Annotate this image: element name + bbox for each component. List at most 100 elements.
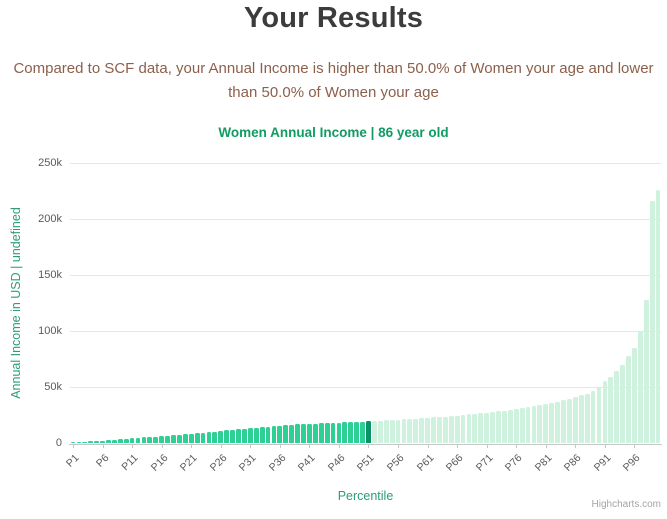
bar-P22[interactable]	[194, 433, 200, 443]
bar-P35[interactable]	[271, 426, 277, 443]
bar-P6[interactable]	[100, 440, 105, 443]
bar-P1[interactable]	[70, 442, 76, 443]
bar-P94[interactable]	[620, 364, 626, 443]
bar-P86[interactable]	[572, 397, 578, 443]
bar-P79[interactable]	[531, 406, 537, 443]
bar-P53[interactable]	[377, 420, 383, 443]
bar-P70[interactable]	[478, 413, 484, 443]
bar-P72[interactable]	[490, 412, 495, 443]
bar-P21[interactable]	[188, 433, 194, 443]
bar-P40[interactable]	[301, 424, 306, 443]
bar-P66[interactable]	[454, 415, 460, 443]
bar-P69[interactable]	[472, 413, 478, 443]
bar-P64[interactable]	[442, 416, 448, 443]
bar-P30[interactable]	[241, 428, 247, 443]
bar-P46[interactable]	[336, 422, 342, 443]
bar-P93[interactable]	[614, 371, 620, 443]
bar-P77[interactable]	[519, 408, 525, 443]
bar-P48[interactable]	[348, 422, 354, 443]
bar-P41[interactable]	[307, 423, 312, 443]
bar-P12[interactable]	[135, 437, 141, 443]
bar-P32[interactable]	[253, 427, 259, 443]
bar-P31[interactable]	[247, 428, 253, 443]
bar-P57[interactable]	[401, 419, 407, 443]
bar-P99[interactable]	[649, 201, 655, 443]
bar-P54[interactable]	[383, 420, 389, 443]
bar-P71[interactable]	[484, 412, 490, 443]
bar-P47[interactable]	[342, 422, 348, 443]
bar-P33[interactable]	[259, 427, 265, 443]
bar-P81[interactable]	[543, 404, 549, 443]
bar-P83[interactable]	[555, 401, 561, 443]
bar-P51[interactable]	[366, 421, 371, 443]
bar-P87[interactable]	[578, 395, 584, 443]
bar-P74[interactable]	[502, 410, 507, 443]
bar-P26[interactable]	[218, 431, 224, 443]
bar-P61[interactable]	[425, 417, 430, 443]
bar-P4[interactable]	[88, 441, 94, 443]
bar-P92[interactable]	[608, 376, 614, 443]
bar-P2[interactable]	[76, 442, 82, 443]
bar-P17[interactable]	[165, 435, 170, 443]
bar-P49[interactable]	[354, 421, 360, 443]
bar-P15[interactable]	[153, 436, 159, 443]
bar-P88[interactable]	[584, 393, 590, 443]
bar-P76[interactable]	[513, 409, 519, 443]
bar-P100[interactable]	[655, 189, 661, 443]
bar-P63[interactable]	[437, 417, 442, 443]
bar-P10[interactable]	[123, 438, 129, 443]
bar-P8[interactable]	[111, 439, 117, 443]
bar-P89[interactable]	[590, 391, 596, 443]
bar-P90[interactable]	[596, 387, 602, 443]
highcharts-credit[interactable]: Highcharts.com	[591, 499, 661, 510]
bar-P25[interactable]	[212, 431, 218, 443]
bar-P80[interactable]	[537, 405, 543, 443]
bar-P95[interactable]	[626, 355, 631, 443]
bar-P85[interactable]	[567, 398, 572, 443]
bar-P37[interactable]	[283, 425, 289, 443]
bar-P84[interactable]	[561, 400, 566, 443]
bar-P75[interactable]	[507, 409, 513, 443]
bar-P36[interactable]	[277, 425, 283, 443]
bar-P34[interactable]	[265, 426, 271, 443]
bar-P98[interactable]	[643, 299, 649, 443]
bar-P82[interactable]	[549, 403, 555, 443]
bar-P62[interactable]	[431, 417, 436, 443]
bar-P5[interactable]	[94, 440, 100, 443]
bar-P91[interactable]	[602, 381, 608, 443]
bar-P20[interactable]	[182, 434, 188, 443]
bar-P9[interactable]	[117, 439, 123, 443]
bar-P29[interactable]	[236, 429, 241, 443]
bar-P68[interactable]	[466, 414, 472, 443]
bar-P16[interactable]	[159, 436, 165, 443]
bar-P11[interactable]	[129, 438, 135, 443]
bar-P42[interactable]	[312, 423, 318, 443]
bar-P97[interactable]	[637, 331, 643, 443]
bar-P52[interactable]	[372, 421, 377, 443]
bar-P65[interactable]	[448, 416, 454, 443]
bar-P3[interactable]	[82, 441, 88, 443]
bar-P55[interactable]	[389, 420, 395, 443]
bar-P60[interactable]	[419, 418, 425, 443]
bar-P59[interactable]	[413, 418, 419, 443]
bar-P67[interactable]	[460, 415, 466, 443]
bar-P14[interactable]	[147, 436, 153, 443]
bar-P58[interactable]	[407, 419, 413, 443]
bar-P18[interactable]	[171, 435, 176, 443]
bar-P27[interactable]	[224, 430, 230, 443]
bar-P7[interactable]	[106, 440, 111, 443]
bar-P96[interactable]	[632, 347, 637, 443]
bar-P24[interactable]	[206, 432, 212, 443]
bar-P44[interactable]	[324, 423, 330, 443]
bar-P50[interactable]	[360, 421, 365, 443]
bar-P39[interactable]	[295, 424, 300, 443]
bar-P43[interactable]	[318, 423, 324, 443]
bar-P73[interactable]	[496, 411, 501, 443]
bar-P13[interactable]	[141, 437, 147, 443]
bar-P38[interactable]	[289, 424, 295, 443]
bar-P28[interactable]	[230, 429, 235, 443]
bar-P78[interactable]	[525, 407, 531, 443]
bar-P19[interactable]	[176, 434, 182, 443]
bar-P23[interactable]	[200, 432, 206, 443]
bar-P45[interactable]	[330, 422, 336, 443]
